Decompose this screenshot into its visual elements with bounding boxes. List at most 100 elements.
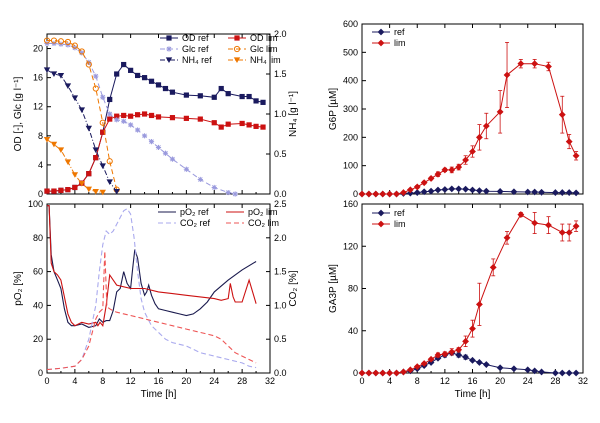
panelC-lim-point — [545, 63, 552, 70]
panelA-od-lim-point — [65, 187, 71, 193]
panelC-ref-point — [496, 188, 504, 195]
panelD-x-axis-label: Time [h] — [455, 389, 491, 400]
panelA-od-lim-point — [253, 123, 259, 129]
panelA-od-ref-point — [218, 85, 224, 92]
panelD-lim-point — [434, 351, 442, 359]
panelA-nh-lim-point — [64, 159, 72, 165]
panelA-od-ref-point — [107, 96, 113, 103]
panelA-nh-lim-point — [71, 172, 79, 178]
panelA-od-lim-point — [239, 120, 245, 127]
panelB-y-tick-label: 40 — [33, 300, 43, 310]
panelA-od-ref-point — [239, 93, 245, 100]
panelD-ref-point — [482, 361, 490, 368]
panelD-y-tick-label: 80 — [348, 284, 358, 294]
panelA-nh-ref-point — [43, 67, 51, 73]
panelC-y-tick-label: 300 — [343, 104, 358, 114]
panelA-od-lim-point — [58, 187, 64, 193]
panelC-ref-point — [448, 185, 456, 193]
panelA-od-ref-point — [246, 93, 252, 100]
panelD-ref-point — [476, 359, 483, 366]
panelA-legend-od-lim-marker — [234, 35, 240, 41]
panelC-ref-point — [538, 188, 545, 196]
panelB-y2-tick-label: 2.5 — [274, 199, 287, 209]
panelB-x-tick-label: 12 — [126, 376, 136, 386]
panelC-lim-point — [420, 179, 428, 187]
panelA-nh-ref-point — [92, 147, 99, 153]
panelA-nh-ref-point — [78, 107, 86, 113]
panelD-ref-point — [455, 351, 463, 359]
panelC-y-axis-label: G6P [µM] — [328, 88, 339, 130]
panelA-legend-nh-ref-label: NH₄ ref — [182, 55, 212, 65]
panelA-y-tick-label: 16 — [33, 73, 43, 83]
panelC-y-tick-label: 400 — [343, 76, 358, 86]
panelB-x-tick-label: 8 — [100, 376, 105, 386]
panelA-nh-lim-point — [78, 181, 86, 187]
panelA-od-lim-point — [72, 184, 78, 191]
panelC-ref-point — [531, 188, 539, 196]
panelD-lim-point — [503, 234, 511, 242]
panelD-lim-point — [558, 229, 566, 236]
panelA-glc-ref-point — [183, 166, 189, 172]
panelC-legend-ref-marker — [377, 28, 385, 36]
panelD-lim-point — [386, 369, 394, 377]
panelC-ref-point — [476, 187, 483, 194]
panelC-legend-lim-marker — [377, 39, 385, 47]
panelA-legend-nh-ref-marker — [165, 57, 173, 63]
panelA-od-lim-point — [148, 112, 155, 119]
panelA-glc-lim-point — [106, 158, 113, 165]
panelC-ref-point — [420, 188, 428, 196]
panelC-ref-point — [510, 188, 518, 196]
panelA-od-ref-point — [211, 94, 217, 100]
panelB-legend-po-ref-label: pO₂ ref — [180, 207, 209, 217]
panelC-lim-point — [558, 111, 566, 119]
panelC-ref-point — [462, 185, 469, 193]
panelC-ref-point — [565, 189, 573, 196]
panelB-y-tick-label: 100 — [28, 199, 43, 209]
panelC-lim-point — [441, 166, 449, 174]
panelD-lim-point — [545, 221, 552, 229]
panelA-od-ref-point — [183, 92, 189, 98]
panelA-y2-axis-label: NH₄ [g l⁻¹] — [288, 91, 299, 137]
panelA-nh-ref-point — [106, 179, 113, 185]
panelA-legend-od-ref-marker — [166, 35, 172, 41]
panelC-ref-point — [427, 187, 435, 195]
panelA-glc-ref-point — [155, 144, 162, 151]
panelC-lim-point — [503, 71, 511, 79]
panelC-legend-ref-label: ref — [394, 27, 405, 37]
panelA-od-lim-point — [51, 188, 57, 194]
panelA-glc-ref-point — [134, 127, 141, 133]
panelA-y2-tick-label: 0.5 — [274, 149, 287, 159]
panelB-y2-tick-label: 0.0 — [274, 368, 287, 378]
panelA-legend-glc-lim-label: Glc lim — [250, 44, 278, 54]
panelC-lim-point — [372, 190, 380, 198]
panelA-glc-ref-point — [107, 111, 113, 117]
panelA-od-ref-point — [253, 98, 259, 104]
panelB-y-tick-label: 60 — [33, 267, 43, 277]
panelB-y2-axis-label: CO₂ [%] — [288, 270, 299, 306]
panelA-nh-lim-point — [99, 189, 106, 196]
panelA-y2-tick-label: 1.0 — [274, 109, 287, 119]
panelD-ref-point — [524, 366, 532, 374]
panelA-legend-od-ref-label: OD ref — [182, 33, 209, 43]
panelA-od-ref-point — [121, 61, 127, 68]
panelA-od-lim-point — [86, 171, 92, 177]
panelC-lim-line — [362, 63, 577, 195]
panelD-x-tick-label: 12 — [440, 376, 450, 386]
panelA-glc-lim-point — [43, 37, 51, 44]
panelA-y-tick-label: 4 — [38, 160, 43, 170]
panelD-ref-point — [558, 369, 566, 377]
panelA-od-ref-point — [128, 67, 134, 73]
panelD-x-tick-label: 32 — [578, 376, 588, 386]
panelA-glc-ref-point — [197, 176, 203, 183]
panelB-y-tick-label: 20 — [33, 334, 43, 344]
panelC-y-tick-label: 100 — [343, 161, 358, 171]
panelC-lim-point — [358, 190, 366, 198]
panelA-glc-ref-point — [211, 184, 217, 191]
panelA-glc-lim-point — [78, 48, 85, 55]
panelB-legend-po-lim-label: pO₂ lim — [248, 207, 278, 217]
panelD-lim-point — [565, 229, 573, 236]
panelB-co-lim-line — [46, 251, 257, 371]
panelC-lim-point — [413, 183, 421, 191]
panelB-x-tick-label: 16 — [153, 376, 163, 386]
panelB-y2-tick-label: 2.0 — [274, 233, 287, 243]
